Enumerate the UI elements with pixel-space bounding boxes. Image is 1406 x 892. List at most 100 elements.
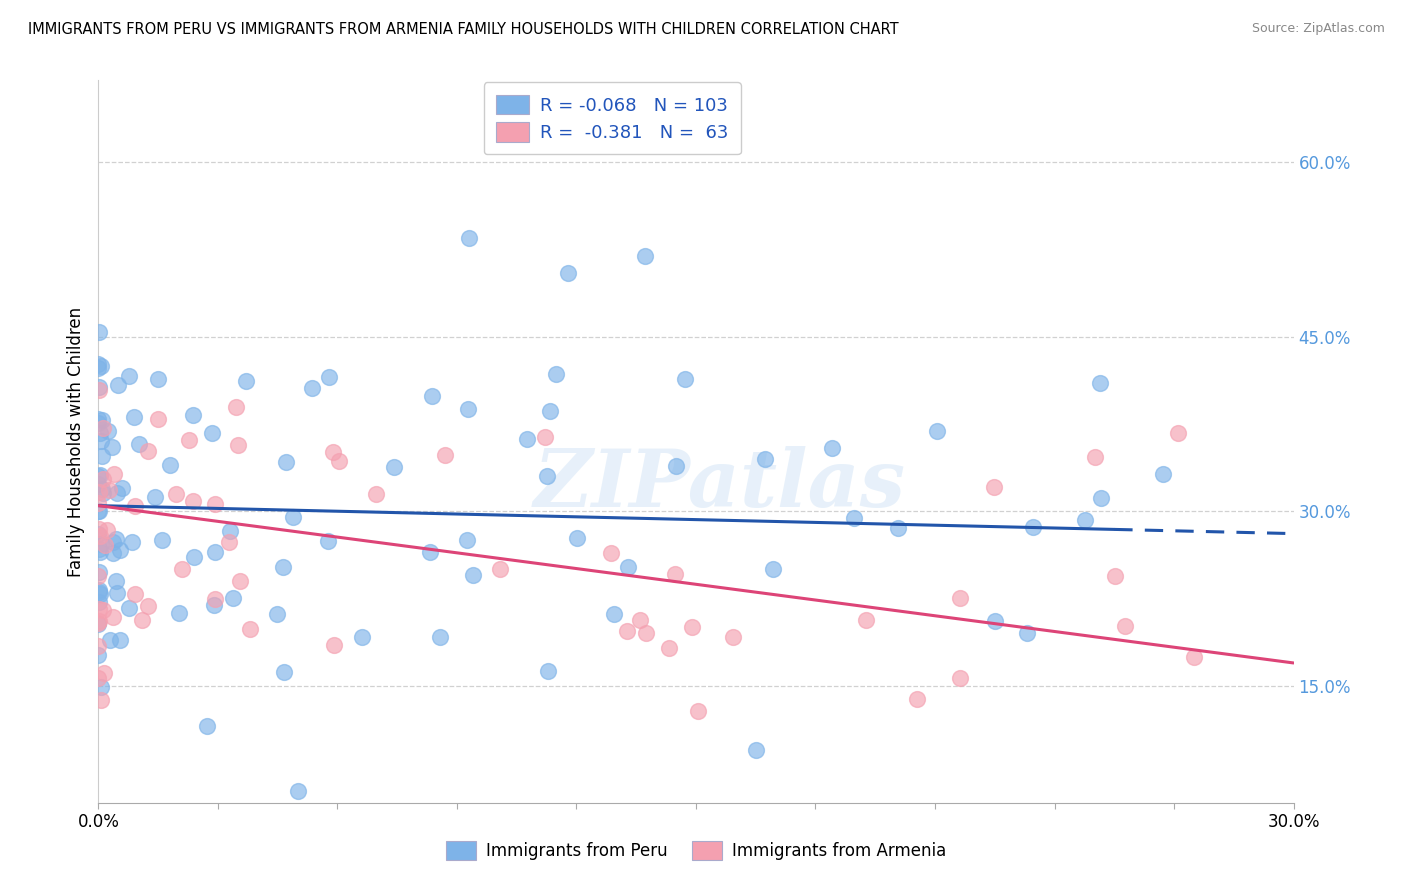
Point — [195, 719, 218, 733]
Point — [91, 482, 114, 496]
Point — [87, 484, 110, 499]
Point — [89, 426, 111, 441]
Point — [87, 615, 110, 630]
Point — [118, 601, 141, 615]
Point — [89, 545, 111, 559]
Y-axis label: Family Households with Children: Family Households with Children — [66, 307, 84, 576]
Point — [124, 410, 146, 425]
Point — [328, 454, 350, 468]
Point — [461, 567, 484, 582]
Point — [1104, 569, 1126, 583]
Point — [204, 497, 226, 511]
Point — [754, 452, 776, 467]
Point — [89, 565, 111, 579]
Point — [633, 249, 655, 263]
Point — [177, 433, 200, 447]
Point — [283, 510, 305, 524]
Point — [287, 784, 309, 798]
Point — [200, 425, 222, 440]
Point — [98, 483, 121, 497]
Point — [105, 586, 128, 600]
Point — [488, 562, 510, 576]
Point — [628, 613, 651, 627]
Point — [110, 543, 132, 558]
Point — [181, 408, 204, 422]
Point — [1182, 650, 1205, 665]
Point — [603, 607, 626, 622]
Point — [165, 487, 187, 501]
Point — [104, 574, 127, 588]
Point — [537, 664, 560, 678]
Point — [170, 562, 193, 576]
Point — [89, 528, 111, 542]
Point — [90, 680, 112, 694]
Point — [318, 370, 340, 384]
Point — [98, 632, 121, 647]
Point — [145, 490, 167, 504]
Point — [167, 606, 190, 620]
Point — [87, 412, 110, 426]
Point — [664, 566, 686, 581]
Point — [90, 537, 112, 551]
Point — [103, 467, 125, 482]
Point — [87, 468, 110, 483]
Point — [87, 379, 110, 393]
Point — [457, 401, 479, 416]
Point — [352, 630, 374, 644]
Point — [97, 424, 120, 438]
Point — [949, 591, 972, 606]
Point — [456, 533, 478, 548]
Legend: Immigrants from Peru, Immigrants from Armenia: Immigrants from Peru, Immigrants from Ar… — [439, 835, 953, 867]
Point — [104, 532, 127, 546]
Point — [91, 472, 114, 486]
Point — [87, 583, 110, 598]
Point — [1015, 626, 1038, 640]
Point — [1074, 513, 1097, 527]
Text: Source: ZipAtlas.com: Source: ZipAtlas.com — [1251, 22, 1385, 36]
Point — [94, 538, 117, 552]
Point — [87, 614, 110, 628]
Point — [91, 450, 114, 464]
Point — [87, 671, 110, 685]
Point — [983, 480, 1005, 494]
Point — [382, 460, 405, 475]
Point — [855, 613, 877, 627]
Point — [844, 511, 866, 525]
Point — [183, 550, 205, 565]
Point — [927, 424, 949, 438]
Point — [745, 743, 768, 757]
Point — [93, 665, 115, 680]
Point — [87, 477, 110, 491]
Point — [87, 616, 110, 631]
Point — [1022, 520, 1045, 534]
Point — [617, 560, 640, 574]
Point — [204, 545, 226, 559]
Point — [87, 585, 110, 599]
Point — [146, 412, 169, 426]
Point — [636, 626, 658, 640]
Point — [225, 400, 247, 414]
Point — [146, 372, 169, 386]
Point — [87, 504, 110, 518]
Point — [118, 368, 141, 383]
Point — [229, 574, 252, 589]
Point — [110, 632, 132, 647]
Point — [366, 486, 388, 500]
Point — [429, 630, 451, 644]
Point — [96, 523, 118, 537]
Point — [681, 620, 703, 634]
Point — [723, 630, 745, 644]
Point — [90, 434, 112, 448]
Point — [89, 468, 111, 483]
Point — [87, 361, 110, 376]
Point — [121, 535, 143, 549]
Point — [235, 374, 257, 388]
Point — [91, 420, 114, 434]
Text: IMMIGRANTS FROM PERU VS IMMIGRANTS FROM ARMENIA FAMILY HOUSEHOLDS WITH CHILDREN : IMMIGRANTS FROM PERU VS IMMIGRANTS FROM … — [28, 22, 898, 37]
Point — [420, 389, 443, 403]
Point — [87, 384, 110, 398]
Point — [87, 357, 110, 371]
Point — [124, 499, 146, 513]
Point — [821, 442, 844, 456]
Point — [534, 430, 557, 444]
